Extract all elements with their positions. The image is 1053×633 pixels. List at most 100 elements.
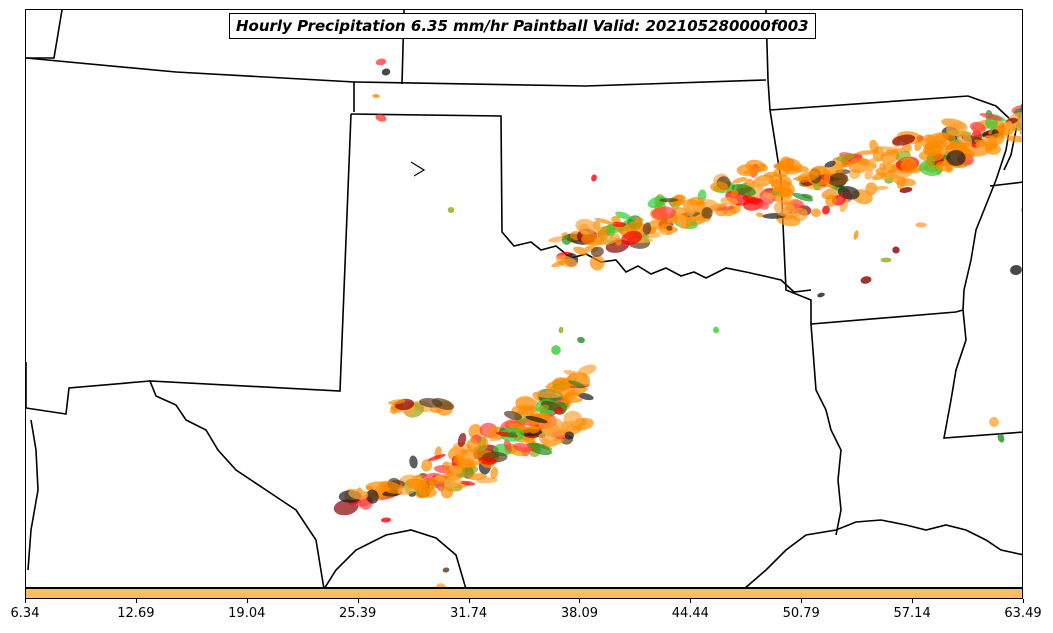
state-boundaries: [26, 10, 1022, 587]
colorbar-tick-label: 19.04: [228, 606, 266, 621]
precip-blob: [366, 489, 379, 504]
precip-blob: [490, 466, 499, 479]
precip-blob: [478, 456, 497, 465]
precip-blob: [817, 292, 825, 298]
precip-blob: [606, 223, 616, 237]
precip-blob: [860, 276, 872, 284]
precip-blob: [380, 517, 392, 523]
precip-blob: [974, 139, 997, 150]
colorbar-tick-mark: [246, 599, 248, 603]
precipitation-paintballs: [333, 58, 1022, 587]
precipitation-map: [26, 10, 1022, 587]
mexico-river-border: [324, 529, 467, 587]
precip-blob: [580, 230, 589, 236]
precip-blob: [577, 336, 585, 344]
precip-blob: [792, 192, 814, 202]
precip-blob: [538, 431, 553, 445]
precip-blob: [460, 449, 468, 455]
precip-blob: [822, 205, 830, 215]
precip-blob: [651, 206, 677, 220]
precip-blob: [933, 132, 956, 145]
precip-blob: [1005, 135, 1022, 143]
precip-blob: [442, 461, 450, 467]
precip-blob: [591, 174, 597, 182]
precip-blob: [645, 218, 670, 230]
colorbar-tick-mark: [357, 599, 359, 603]
precip-blob: [1021, 207, 1022, 213]
precip-blob: [563, 410, 583, 427]
colorbar-tick-label: 50.79: [782, 606, 820, 621]
precip-blob: [946, 150, 966, 166]
precip-blob: [463, 460, 482, 469]
precip-blob: [880, 257, 892, 263]
precip-blob: [811, 208, 821, 218]
precip-blob: [553, 406, 564, 415]
precip-blob: [728, 202, 741, 214]
precip-blob: [434, 475, 446, 482]
colorbar-tick-label: 57.14: [893, 606, 931, 621]
precip-blob: [787, 164, 809, 173]
colorbar-tick-label: 44.44: [671, 606, 709, 621]
precip-blob: [525, 415, 548, 424]
precip-blob: [558, 326, 564, 334]
colorbar-tick-label: 12.69: [117, 606, 155, 621]
precip-blob: [611, 215, 621, 224]
precip-blob: [594, 218, 614, 225]
precip-blob: [457, 432, 467, 447]
colorbar-tick-label: 6.34: [10, 606, 40, 621]
precip-blob: [710, 181, 729, 193]
precip-blob: [782, 198, 799, 206]
precip-blob: [564, 431, 575, 440]
precip-blob: [823, 169, 831, 186]
gulf-coast: [745, 519, 1022, 587]
precip-blob: [773, 160, 791, 169]
precip-blob: [440, 485, 454, 499]
colorbar-tick-label: 63.49: [1004, 606, 1042, 621]
precip-blob: [551, 345, 561, 355]
precip-blob: [659, 198, 679, 203]
precip-blob: [979, 112, 1003, 121]
precip-blob: [447, 206, 455, 214]
precip-blob: [527, 442, 552, 456]
precip-blob: [677, 213, 687, 229]
precip-blob: [1004, 120, 1013, 135]
precip-blob: [736, 164, 758, 177]
precip-blob: [892, 134, 916, 146]
precip-blob: [449, 465, 463, 474]
precip-blob: [642, 222, 652, 235]
precip-blob: [701, 207, 713, 219]
precip-blob: [372, 93, 380, 99]
precip-blob: [684, 215, 709, 222]
precip-blob: [589, 255, 605, 271]
precip-blob: [431, 398, 455, 410]
precip-blob: [507, 431, 517, 438]
precip-blob: [945, 142, 971, 150]
colorbar: [25, 588, 1023, 599]
precip-blob: [460, 480, 476, 486]
precip-blob: [615, 211, 631, 220]
precip-blob: [503, 410, 523, 420]
precip-blob: [381, 68, 391, 76]
colorbar-tick-mark: [1023, 599, 1024, 603]
precip-blob: [456, 465, 479, 478]
precip-blob: [535, 391, 560, 399]
precip-blob: [824, 160, 836, 168]
precip-blob: [1010, 264, 1022, 276]
precip-blob: [899, 187, 913, 193]
precip-blob: [421, 458, 433, 472]
precip-blob: [666, 225, 673, 231]
precip-blob: [375, 58, 387, 66]
precip-blob: [429, 407, 442, 414]
precip-blob: [773, 200, 796, 217]
precip-blob: [901, 142, 912, 153]
colorbar-tick-mark: [579, 599, 581, 603]
precip-blob: [541, 438, 565, 448]
new-mexico-south-border: [26, 380, 151, 415]
precip-blob: [732, 176, 747, 184]
mexico-border-west: [27, 419, 39, 571]
precip-blob: [771, 190, 781, 196]
precip-blob: [435, 583, 447, 587]
mississippi-river-north: [962, 119, 1012, 311]
precip-blob: [590, 246, 604, 257]
precip-blob: [561, 235, 572, 245]
